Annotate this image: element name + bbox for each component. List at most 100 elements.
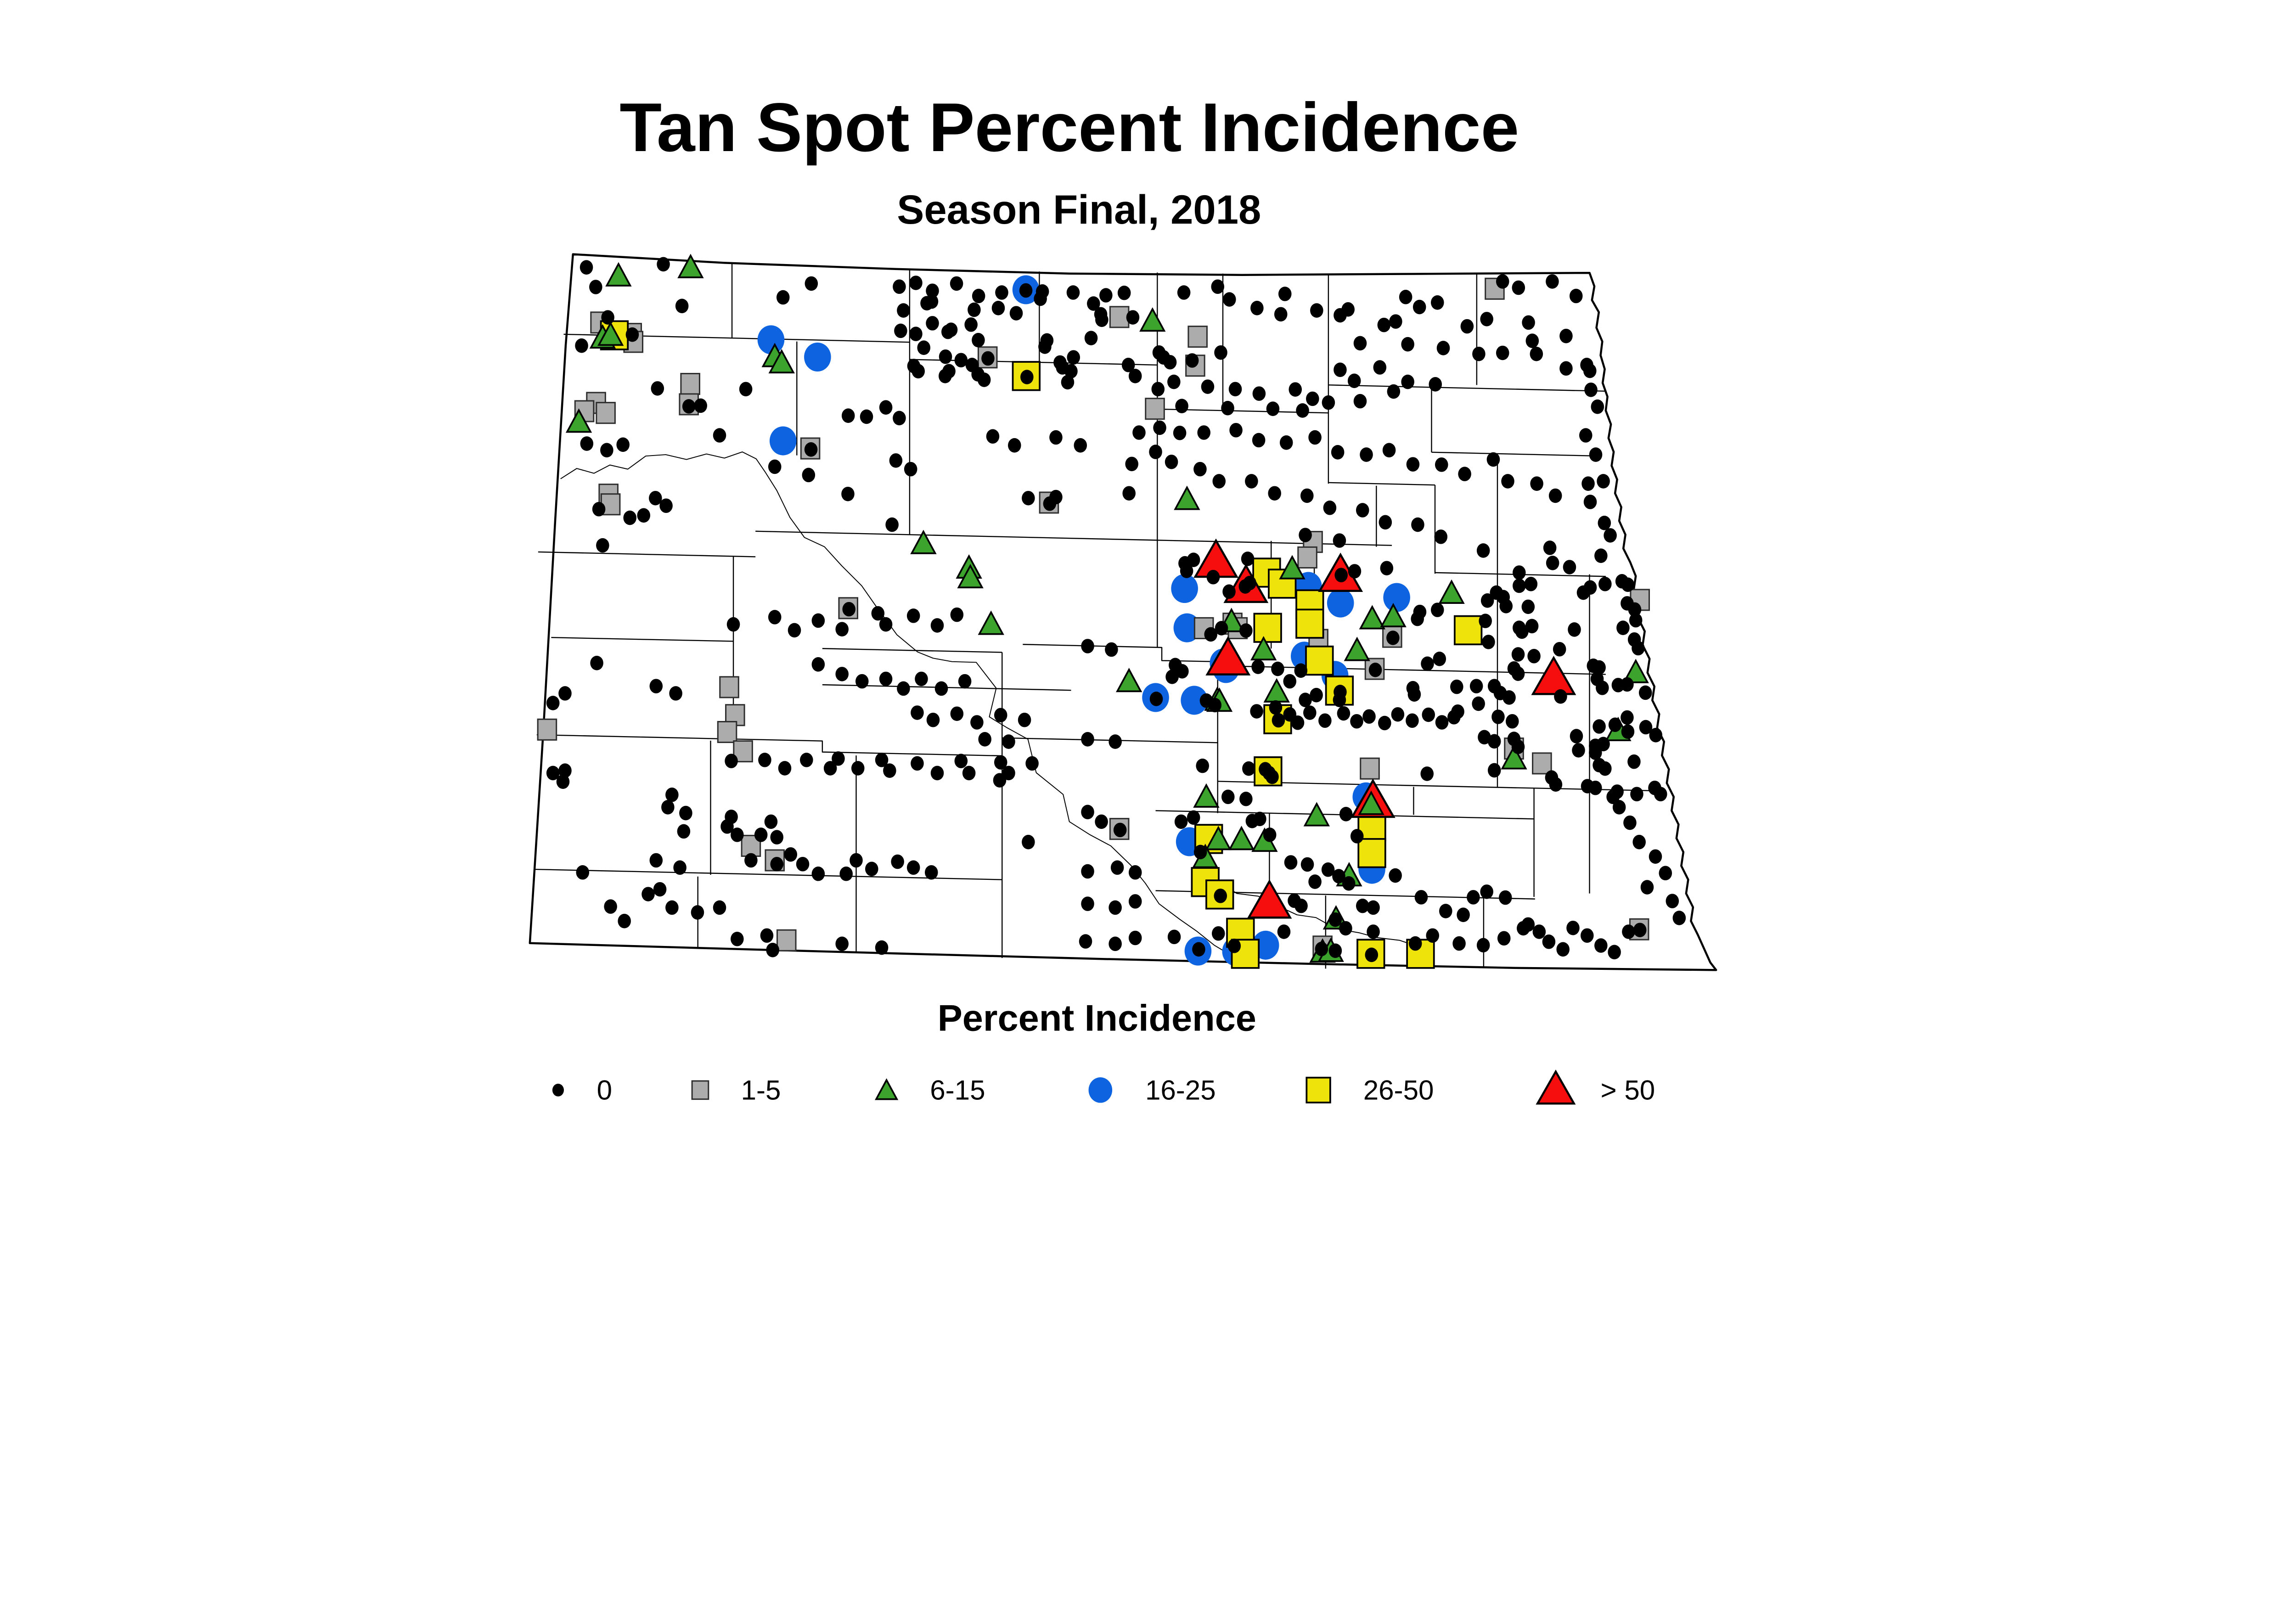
map-point xyxy=(558,763,572,778)
map-point xyxy=(911,705,924,720)
green-triangle-icon xyxy=(874,1078,899,1100)
legend-item-0: 0 xyxy=(552,1075,612,1105)
map-point xyxy=(1570,729,1583,743)
county-boundary xyxy=(822,648,1002,653)
legend-item-label: 0 xyxy=(597,1075,612,1105)
map-point xyxy=(1151,382,1165,397)
map-point xyxy=(1214,345,1227,360)
map-point xyxy=(649,490,662,506)
map-point xyxy=(1389,314,1402,329)
map-point xyxy=(1193,462,1207,477)
map-point xyxy=(1165,670,1179,684)
map-point xyxy=(1476,938,1490,953)
map-point xyxy=(1173,613,1201,642)
map-point xyxy=(1451,704,1464,719)
map-point xyxy=(1049,430,1063,445)
map-point xyxy=(1612,800,1626,815)
map-point xyxy=(962,766,976,781)
map-point xyxy=(1187,326,1208,348)
map-point xyxy=(1132,425,1146,440)
map-point xyxy=(596,402,616,424)
map-point xyxy=(1215,621,1228,636)
map-point xyxy=(1297,546,1317,569)
legend-item-label: 1-5 xyxy=(741,1075,781,1105)
map-point xyxy=(1358,790,1384,815)
map-point xyxy=(811,657,825,672)
map-point xyxy=(1360,757,1380,780)
county-boundary xyxy=(534,868,1002,880)
map-point xyxy=(1486,452,1500,467)
map-point xyxy=(994,755,1007,770)
map-point xyxy=(1109,900,1122,915)
map-point xyxy=(1025,756,1039,771)
map-point xyxy=(939,369,952,383)
map-point xyxy=(1121,357,1135,372)
map-point xyxy=(1289,382,1302,397)
map-point xyxy=(1524,577,1538,591)
map-point xyxy=(1128,894,1142,909)
map-point xyxy=(1262,766,1276,781)
map-point xyxy=(1174,485,1200,510)
map-point xyxy=(1177,285,1191,300)
map-point xyxy=(1176,664,1189,679)
map-point xyxy=(991,301,1005,315)
map-point xyxy=(1406,457,1420,472)
map-point xyxy=(1576,585,1590,600)
map-point xyxy=(1411,517,1424,532)
map-point xyxy=(1426,928,1440,943)
map-point xyxy=(910,529,937,554)
map-point xyxy=(1378,715,1391,731)
county-boundary xyxy=(551,637,734,642)
map-point xyxy=(1487,734,1501,749)
figure-background xyxy=(0,0,2296,1210)
map-point xyxy=(1452,936,1466,951)
map-point xyxy=(926,283,939,298)
map-point xyxy=(964,317,978,332)
map-point xyxy=(1453,615,1483,646)
map-point xyxy=(616,437,630,452)
map-point xyxy=(835,936,849,951)
map-point xyxy=(665,787,679,802)
map-point xyxy=(1238,579,1252,594)
map-point xyxy=(1206,569,1220,585)
map-point xyxy=(657,257,670,272)
map-point xyxy=(1196,758,1209,773)
page-title: Tan Spot Percent Incidence xyxy=(619,89,1519,166)
map-point xyxy=(805,276,818,291)
map-point xyxy=(665,900,679,915)
map-point xyxy=(1187,810,1200,825)
map-point xyxy=(1128,865,1142,880)
map-point xyxy=(1117,285,1131,300)
map-point xyxy=(1479,614,1492,628)
map-point xyxy=(1245,474,1258,489)
map-point xyxy=(1503,690,1516,705)
map-point xyxy=(1211,926,1225,941)
map-point xyxy=(725,754,738,768)
map-point xyxy=(1505,714,1519,729)
map-point xyxy=(1572,743,1585,758)
map-point xyxy=(1279,555,1306,580)
map-point xyxy=(1300,857,1314,872)
map-point xyxy=(855,674,869,689)
map-point xyxy=(1379,515,1392,530)
map-point xyxy=(1359,605,1385,630)
map-point xyxy=(1081,896,1094,911)
map-point xyxy=(1139,307,1166,332)
map-point xyxy=(1303,705,1317,720)
map-point xyxy=(1272,713,1285,728)
map-point xyxy=(1608,945,1621,960)
map-point xyxy=(764,814,778,829)
map-point xyxy=(823,761,837,776)
map-point xyxy=(1659,866,1672,881)
map-point xyxy=(1439,904,1452,918)
map-point xyxy=(604,899,617,914)
map-point xyxy=(1175,399,1188,413)
map-point xyxy=(1332,869,1345,884)
map-point xyxy=(1367,900,1380,915)
map-point xyxy=(1472,696,1485,711)
map-point xyxy=(893,411,906,426)
map-point xyxy=(1252,433,1266,448)
map-point xyxy=(1201,379,1215,394)
map-point xyxy=(731,828,744,842)
map-point xyxy=(1185,353,1199,368)
